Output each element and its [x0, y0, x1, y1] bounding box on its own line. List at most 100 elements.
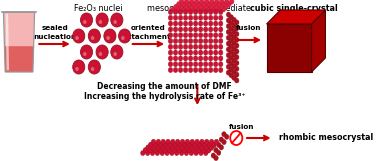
Circle shape	[181, 2, 186, 7]
Circle shape	[170, 145, 175, 151]
Circle shape	[208, 44, 213, 49]
Circle shape	[232, 64, 236, 69]
Circle shape	[188, 9, 193, 15]
Circle shape	[165, 145, 170, 150]
Circle shape	[203, 56, 208, 61]
Circle shape	[173, 27, 178, 32]
Circle shape	[214, 139, 219, 144]
Circle shape	[188, 21, 193, 26]
Text: Decreasing the amount of DMF: Decreasing the amount of DMF	[97, 82, 232, 91]
Circle shape	[151, 139, 156, 144]
Circle shape	[173, 38, 178, 44]
Circle shape	[183, 21, 188, 26]
Circle shape	[168, 9, 173, 15]
Circle shape	[161, 139, 166, 144]
Circle shape	[192, 143, 197, 148]
Circle shape	[184, 0, 189, 4]
Circle shape	[234, 26, 239, 31]
Circle shape	[203, 33, 208, 38]
Circle shape	[208, 27, 213, 32]
Circle shape	[177, 2, 181, 7]
Circle shape	[194, 15, 198, 20]
Circle shape	[185, 145, 189, 151]
Circle shape	[186, 7, 191, 12]
Circle shape	[226, 58, 231, 64]
Circle shape	[168, 27, 173, 32]
Circle shape	[151, 145, 155, 150]
Circle shape	[194, 44, 198, 49]
Circle shape	[197, 148, 201, 153]
Circle shape	[175, 145, 180, 150]
Circle shape	[183, 38, 188, 44]
Circle shape	[180, 139, 185, 144]
Circle shape	[226, 64, 231, 69]
Circle shape	[194, 56, 198, 61]
Circle shape	[183, 50, 188, 55]
Circle shape	[168, 44, 173, 49]
Circle shape	[195, 139, 199, 144]
Circle shape	[173, 67, 178, 73]
Circle shape	[234, 31, 239, 37]
Circle shape	[190, 139, 195, 144]
Circle shape	[99, 52, 102, 56]
Circle shape	[111, 45, 123, 59]
Circle shape	[204, 150, 208, 156]
Circle shape	[111, 13, 123, 27]
Circle shape	[206, 148, 211, 153]
Circle shape	[99, 20, 102, 24]
Circle shape	[197, 143, 201, 148]
Circle shape	[183, 15, 188, 20]
Circle shape	[232, 17, 236, 22]
Circle shape	[234, 72, 239, 77]
Circle shape	[196, 7, 201, 12]
Circle shape	[218, 62, 223, 67]
Circle shape	[199, 150, 203, 156]
Circle shape	[179, 150, 184, 156]
Circle shape	[232, 29, 236, 34]
Circle shape	[226, 70, 231, 75]
Circle shape	[229, 20, 234, 26]
Circle shape	[179, 0, 184, 4]
Circle shape	[168, 67, 173, 73]
Circle shape	[153, 148, 157, 153]
Text: sealed: sealed	[41, 25, 68, 31]
Circle shape	[229, 26, 234, 31]
Circle shape	[222, 132, 226, 137]
Circle shape	[113, 20, 117, 24]
Circle shape	[200, 139, 204, 144]
Circle shape	[203, 67, 208, 73]
Circle shape	[199, 145, 204, 150]
Circle shape	[218, 67, 223, 73]
Circle shape	[176, 7, 181, 12]
Circle shape	[187, 142, 192, 147]
Circle shape	[198, 9, 203, 15]
Text: nucleation: nucleation	[33, 34, 76, 40]
Circle shape	[163, 148, 167, 153]
Circle shape	[189, 145, 194, 150]
Circle shape	[183, 143, 187, 148]
Circle shape	[194, 145, 199, 150]
Circle shape	[160, 145, 165, 151]
Circle shape	[203, 38, 208, 44]
Circle shape	[214, 148, 218, 153]
Circle shape	[218, 21, 223, 26]
Circle shape	[211, 153, 215, 158]
Circle shape	[194, 145, 199, 151]
Circle shape	[188, 62, 193, 67]
Circle shape	[170, 139, 175, 144]
Circle shape	[229, 44, 234, 49]
Circle shape	[168, 142, 172, 147]
Circle shape	[209, 4, 214, 9]
Circle shape	[214, 50, 218, 55]
Circle shape	[206, 148, 211, 153]
Circle shape	[187, 148, 191, 153]
Circle shape	[81, 13, 93, 27]
Circle shape	[104, 29, 116, 43]
Circle shape	[218, 33, 223, 38]
Circle shape	[201, 148, 206, 153]
Circle shape	[209, 0, 214, 4]
Circle shape	[198, 44, 203, 49]
Circle shape	[234, 20, 239, 25]
Circle shape	[218, 44, 223, 49]
Circle shape	[203, 21, 208, 26]
